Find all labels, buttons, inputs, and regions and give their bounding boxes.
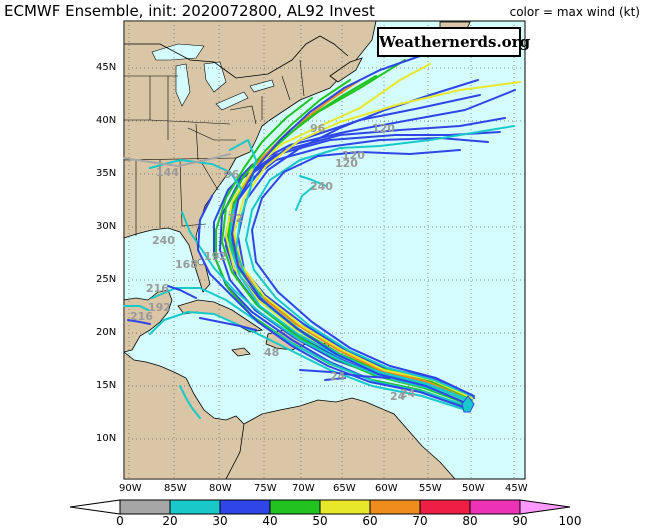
hour-label: 48 xyxy=(264,346,279,359)
track-member xyxy=(299,175,327,187)
hour-label: 192 xyxy=(148,301,171,314)
colorbar-tick-100: 100 xyxy=(558,514,582,528)
colorbar-segment-70-80 xyxy=(419,499,471,515)
weathernerds-logo: Weathernerds.org xyxy=(377,27,530,57)
lat-label-40n: 40N xyxy=(96,115,117,126)
track-member xyxy=(123,153,231,167)
lon-label-55w: 55W xyxy=(419,483,442,494)
lon-label-65w: 65W xyxy=(333,483,356,494)
lon-label-60w: 60W xyxy=(375,483,398,494)
land-south-america xyxy=(225,397,456,480)
track-member xyxy=(299,369,391,379)
track-member xyxy=(295,185,315,211)
colorbar-tick-50: 50 xyxy=(312,514,328,528)
colorbar-tick-30: 30 xyxy=(212,514,228,528)
colorbar-segment-80-90 xyxy=(469,499,521,515)
hour-label: 24 xyxy=(400,387,416,400)
colorbar-segment-30-40 xyxy=(219,499,271,515)
colorbar-arrow-left xyxy=(69,499,121,515)
hour-label: 24 xyxy=(330,370,346,383)
color-bar xyxy=(69,499,571,515)
lat-label-15n: 15N xyxy=(96,380,117,391)
lon-label-70w: 70W xyxy=(292,483,315,494)
track-member xyxy=(149,311,467,411)
track-member xyxy=(245,125,515,397)
colorbar-tick-20: 20 xyxy=(162,514,178,528)
forecast-hour-labels: 24 24 120 120 240 240 96 216 192 216 192… xyxy=(130,122,416,403)
track-member xyxy=(251,149,475,397)
track-member xyxy=(127,319,151,325)
state-borders xyxy=(123,59,305,236)
hour-label: 120 xyxy=(372,122,395,135)
storm-origin-marker xyxy=(461,395,475,413)
track-member xyxy=(233,81,521,399)
colorbar-tick-60: 60 xyxy=(362,514,378,528)
hour-label: 96 xyxy=(224,168,240,181)
colorbar-tick-80: 80 xyxy=(462,514,478,528)
lat-label-20n: 20N xyxy=(96,327,117,338)
lon-label-90w: 90W xyxy=(119,483,142,494)
colorbar-segment-20-30 xyxy=(169,499,221,515)
hour-label: 96 xyxy=(310,122,326,135)
track-member xyxy=(221,79,469,405)
lon-label-50w: 50W xyxy=(462,483,485,494)
lat-label-25n: 25N xyxy=(96,274,117,285)
hour-label: 192 xyxy=(204,250,227,263)
hour-label: 216 xyxy=(146,282,169,295)
colorbar-tick-70: 70 xyxy=(412,514,428,528)
lon-label-45w: 45W xyxy=(505,483,528,494)
hour-label: 72 xyxy=(228,212,243,225)
hour-label: 240 xyxy=(310,180,333,193)
track-member xyxy=(167,285,197,299)
colorbar-segment-60-70 xyxy=(369,499,421,515)
colorbar-segment-40-50 xyxy=(269,499,321,515)
colorbar-tick-0: 0 xyxy=(116,514,124,528)
hour-label: 216 xyxy=(130,310,153,323)
great-lakes xyxy=(151,43,275,111)
track-member xyxy=(324,377,346,381)
lat-label-35n: 35N xyxy=(96,168,117,179)
lon-label-75w: 75W xyxy=(254,483,277,494)
hour-label: 240 xyxy=(152,234,175,247)
track-member xyxy=(149,159,471,401)
colorbar-segment-0-20 xyxy=(119,499,171,515)
track-member xyxy=(199,317,257,331)
track-member xyxy=(123,305,149,311)
colorbar-segment-50-60 xyxy=(319,499,371,515)
lat-label-10n: 10N xyxy=(96,433,117,444)
colorbar-tick-90: 90 xyxy=(512,514,528,528)
lat-label-30n: 30N xyxy=(96,221,117,232)
track-member xyxy=(231,55,469,405)
land-nova-scotia xyxy=(329,57,363,83)
track-member xyxy=(197,195,467,409)
land-jamaica xyxy=(231,347,251,357)
ensemble-tracks xyxy=(123,55,521,419)
track-member xyxy=(179,385,201,419)
colorbar-tick-40: 40 xyxy=(262,514,278,528)
color-scale-label: color = max wind (kt) xyxy=(509,5,640,19)
lon-label-80w: 80W xyxy=(209,483,232,494)
colorbar-arrow-right xyxy=(519,499,571,515)
hour-label: 120 xyxy=(335,157,358,170)
lat-label-45n: 45N xyxy=(96,62,117,73)
hour-label: 144 xyxy=(156,166,179,179)
hour-label: 168 xyxy=(175,258,198,271)
plot-title: ECMWF Ensemble, init: 2020072800, AL92 I… xyxy=(4,2,375,20)
lon-label-85w: 85W xyxy=(164,483,187,494)
canada-border xyxy=(124,35,349,79)
hour-label: 24 xyxy=(390,390,406,403)
hour-label: 120 xyxy=(342,149,365,162)
